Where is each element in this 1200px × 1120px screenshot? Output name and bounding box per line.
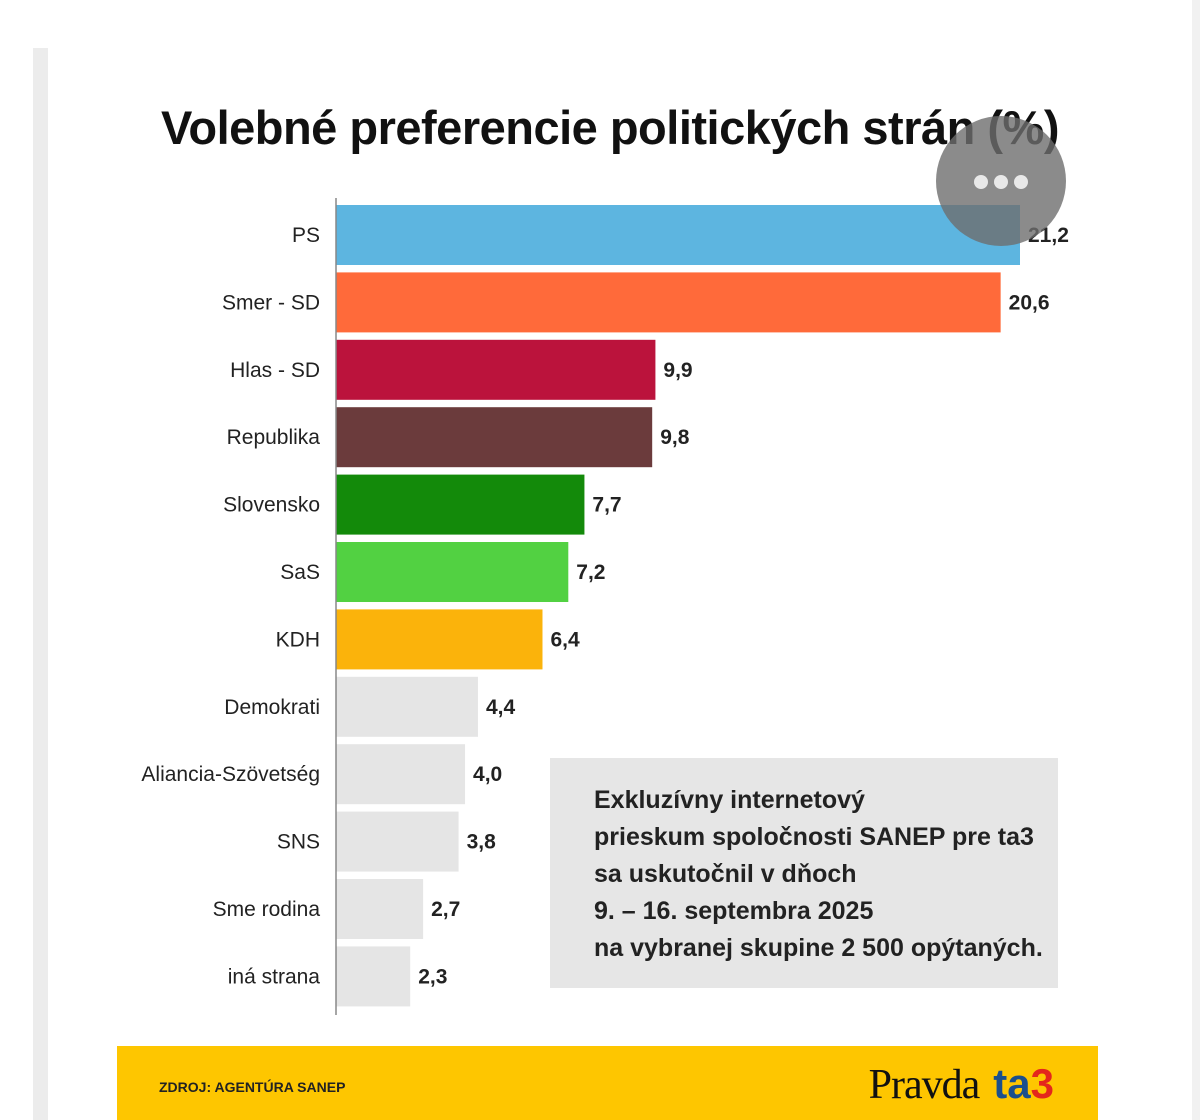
- note-line: Exkluzívny internetový: [594, 786, 865, 814]
- bar: [336, 272, 1001, 333]
- value-label: 2,3: [418, 965, 447, 988]
- bar: [336, 676, 478, 737]
- category-label: Smer - SD: [222, 291, 320, 314]
- footer-bar: ZDROJ: AGENTÚRA SANEP Pravda ta3: [117, 1046, 1098, 1120]
- value-label: 7,7: [592, 494, 621, 517]
- category-label: Demokrati: [224, 696, 320, 719]
- value-label: 4,0: [473, 763, 502, 786]
- category-label: Slovensko: [223, 494, 320, 517]
- more-horizontal-icon: [974, 175, 988, 189]
- bar: [336, 205, 1020, 265]
- note-line: 9. – 16. septembra 2025: [594, 897, 874, 925]
- more-horizontal-icon: [1014, 175, 1028, 189]
- value-label: 2,7: [431, 898, 460, 921]
- category-label: Aliancia-Szövetség: [141, 763, 320, 786]
- category-label: Sme rodina: [213, 898, 321, 921]
- value-label: 7,2: [576, 561, 605, 584]
- category-label: Hlas - SD: [230, 359, 320, 382]
- value-label: 4,4: [486, 696, 516, 719]
- note-line: na vybranej skupine 2 500 opýtaných.: [594, 934, 1043, 962]
- category-label: KDH: [276, 628, 320, 651]
- right-edge-strip: [1192, 0, 1200, 1120]
- bar: [336, 609, 543, 670]
- value-label: 3,8: [467, 831, 497, 854]
- note-line: sa uskutočnil v dňoch: [594, 860, 857, 888]
- bar: [336, 407, 653, 468]
- category-label: iná strana: [228, 965, 321, 988]
- category-label: Republika: [227, 426, 321, 449]
- value-label: 20,6: [1009, 291, 1050, 314]
- pravda-ta3-logo: Pravda ta3: [868, 1060, 1054, 1108]
- bar: [336, 542, 569, 602]
- value-label: 9,8: [660, 426, 690, 449]
- chart-title: Volebné preferencie politických strán (%…: [161, 101, 1060, 154]
- bar: [336, 744, 466, 805]
- note-line: prieskum spoločnosti SANEP pre ta3: [594, 823, 1034, 851]
- value-label: 9,9: [663, 359, 692, 382]
- category-label: PS: [292, 224, 320, 247]
- more-options-button[interactable]: [936, 116, 1066, 246]
- survey-note: Exkluzívny internetový prieskum spoločno…: [550, 758, 1058, 988]
- bar: [336, 879, 424, 939]
- bar: [336, 946, 411, 1007]
- bar: [336, 474, 585, 535]
- left-edge-strip: [33, 48, 48, 1120]
- value-label: 6,4: [550, 628, 580, 651]
- bar: [336, 811, 459, 872]
- category-label: SNS: [277, 831, 320, 854]
- bar: [336, 339, 656, 400]
- category-label: SaS: [280, 561, 320, 584]
- source-label: ZDROJ: AGENTÚRA SANEP: [159, 1079, 346, 1095]
- more-horizontal-icon: [994, 175, 1008, 189]
